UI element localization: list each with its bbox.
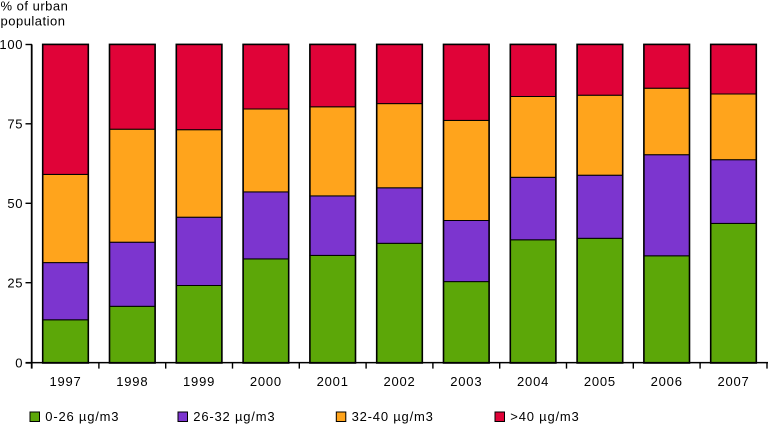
svg-text:1998: 1998 xyxy=(116,374,148,389)
svg-text:0: 0 xyxy=(15,356,23,371)
svg-text:1997: 1997 xyxy=(49,374,81,389)
svg-text:2007: 2007 xyxy=(717,374,749,389)
svg-text:>40 µg/m3: >40 µg/m3 xyxy=(510,409,579,424)
svg-text:0-26 µg/m3: 0-26 µg/m3 xyxy=(45,409,119,424)
svg-text:100: 100 xyxy=(0,37,23,52)
svg-text:population: population xyxy=(1,13,66,28)
svg-text:75: 75 xyxy=(7,116,23,131)
svg-text:2000: 2000 xyxy=(250,374,282,389)
svg-text:32-40 µg/m3: 32-40 µg/m3 xyxy=(352,409,434,424)
svg-text:1999: 1999 xyxy=(183,374,215,389)
svg-text:2003: 2003 xyxy=(450,374,482,389)
svg-text:2004: 2004 xyxy=(517,374,549,389)
svg-text:2002: 2002 xyxy=(383,374,415,389)
svg-text:2005: 2005 xyxy=(584,374,616,389)
svg-text:25: 25 xyxy=(7,275,23,290)
svg-text:2006: 2006 xyxy=(651,374,683,389)
svg-text:2001: 2001 xyxy=(317,374,349,389)
svg-text:26-32 µg/m3: 26-32 µg/m3 xyxy=(193,409,275,424)
svg-text:% of urban: % of urban xyxy=(1,0,69,14)
svg-text:50: 50 xyxy=(7,196,23,211)
